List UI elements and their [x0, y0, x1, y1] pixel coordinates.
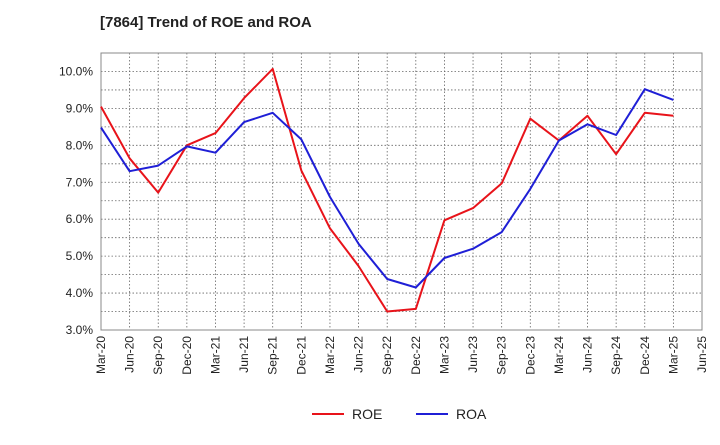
- x-tick-label: Dec-24: [638, 336, 652, 375]
- x-tick-label: Mar-22: [323, 336, 337, 374]
- x-tick-label: Jun-23: [466, 336, 480, 373]
- y-tick-label: 8.0%: [66, 138, 94, 152]
- x-tick-label: Jun-24: [581, 336, 595, 373]
- x-tick-label: Dec-22: [409, 336, 423, 375]
- x-tick-label: Mar-21: [208, 336, 222, 374]
- x-tick-label: Jun-22: [352, 336, 366, 373]
- x-tick-label: Sep-20: [151, 336, 165, 375]
- legend-label-roa: ROA: [456, 406, 487, 422]
- x-tick-label: Dec-20: [180, 336, 194, 375]
- x-tick-label: Sep-21: [266, 336, 280, 375]
- x-tick-label: Mar-24: [552, 336, 566, 374]
- x-tick-label: Sep-23: [495, 336, 509, 375]
- x-tick-label: Dec-23: [523, 336, 537, 375]
- x-tick-label: Jun-20: [123, 336, 137, 373]
- series-line-roa: [100, 88, 674, 289]
- series-line-roe: [100, 67, 674, 313]
- y-tick-label: 9.0%: [66, 101, 94, 115]
- y-tick-label: 4.0%: [66, 286, 94, 300]
- x-tick-label: Sep-24: [609, 336, 623, 375]
- x-tick-label: Jun-25: [695, 336, 709, 373]
- x-tick-label: Jun-21: [237, 336, 251, 373]
- x-tick-label: Dec-21: [294, 336, 308, 375]
- y-tick-label: 6.0%: [66, 212, 94, 226]
- y-tick-label: 7.0%: [66, 175, 94, 189]
- y-tick-label: 10.0%: [59, 64, 93, 78]
- legend-label-roe: ROE: [352, 406, 382, 422]
- x-tick-label: Sep-22: [380, 336, 394, 375]
- chart-title: [7864] Trend of ROE and ROA: [100, 14, 312, 31]
- y-tick-label: 3.0%: [66, 323, 94, 337]
- x-tick-label: Mar-20: [94, 336, 108, 374]
- x-tick-label: Mar-23: [437, 336, 451, 374]
- plot-area: [101, 53, 702, 330]
- y-tick-label: 5.0%: [66, 249, 94, 263]
- plot-frame: [100, 52, 703, 331]
- x-tick-label: Mar-25: [666, 336, 680, 374]
